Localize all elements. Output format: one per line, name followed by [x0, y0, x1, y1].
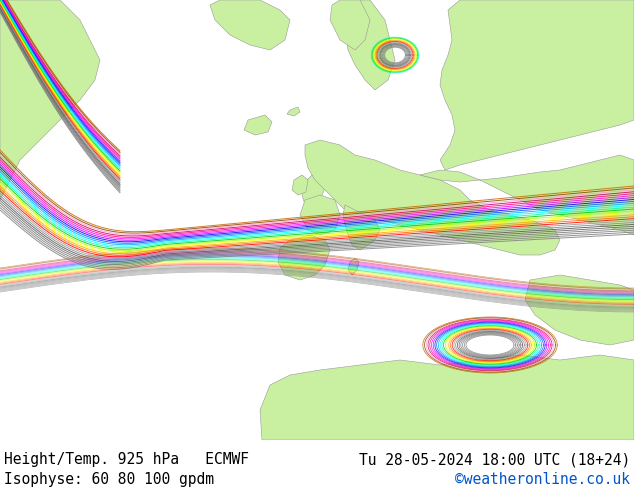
- Text: Isophyse: 60 80 100 gpdm: Isophyse: 60 80 100 gpdm: [4, 472, 214, 487]
- Polygon shape: [278, 235, 330, 280]
- Polygon shape: [525, 275, 634, 345]
- Text: Height/Temp. 925 hPa   ECMWF: Height/Temp. 925 hPa ECMWF: [4, 452, 249, 467]
- Polygon shape: [330, 0, 370, 50]
- Polygon shape: [287, 107, 300, 116]
- Polygon shape: [305, 140, 560, 255]
- Polygon shape: [440, 0, 634, 170]
- Polygon shape: [260, 355, 634, 440]
- Polygon shape: [343, 205, 380, 250]
- Polygon shape: [300, 195, 340, 235]
- Polygon shape: [292, 175, 308, 195]
- Polygon shape: [210, 0, 290, 50]
- Text: ©weatheronline.co.uk: ©weatheronline.co.uk: [455, 472, 630, 487]
- Polygon shape: [244, 115, 272, 135]
- Polygon shape: [302, 175, 325, 210]
- Polygon shape: [345, 0, 395, 90]
- Polygon shape: [0, 0, 100, 200]
- Text: Tu 28-05-2024 18:00 UTC (18+24): Tu 28-05-2024 18:00 UTC (18+24): [359, 452, 630, 467]
- Polygon shape: [420, 155, 634, 235]
- Polygon shape: [348, 258, 359, 275]
